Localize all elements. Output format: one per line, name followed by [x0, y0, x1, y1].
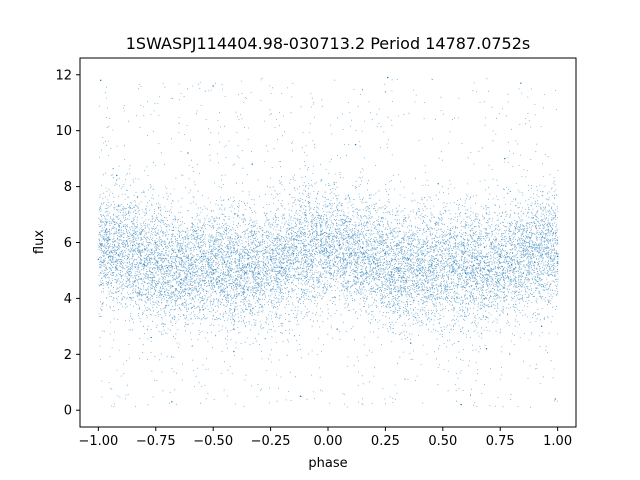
scatter-point	[504, 157, 506, 160]
scatter-point	[304, 261, 306, 263]
scatter-point	[246, 264, 249, 266]
x-tick-label: 0.75	[486, 434, 515, 449]
y-tick-label: 10	[55, 124, 72, 139]
scatter-point	[361, 247, 364, 249]
y-tick-label: 2	[64, 348, 72, 363]
scatter-point	[109, 239, 111, 241]
scatter-point	[453, 261, 455, 263]
scatter-point	[143, 264, 145, 266]
x-tick-label: −0.75	[136, 434, 176, 449]
scatter-point	[465, 272, 467, 274]
scatter-point	[120, 275, 123, 277]
chart-title: 1SWASPJ114404.98-030713.2 Period 14787.0…	[126, 34, 531, 53]
scatter-point	[116, 174, 118, 177]
scatter-point	[212, 85, 214, 87]
x-tick-label: −0.50	[193, 434, 233, 449]
scatter-point	[520, 82, 522, 84]
scatter-point	[233, 350, 235, 353]
scatter-point	[336, 328, 338, 330]
scatter-point	[409, 342, 412, 344]
scatter-point	[387, 76, 389, 79]
scatter-point	[442, 275, 444, 277]
scatter-point-cloud	[98, 77, 559, 408]
x-tick-label: −0.25	[251, 434, 291, 449]
scatter-point	[373, 261, 375, 263]
scatter-point	[419, 272, 421, 274]
x-tick-label: 0.00	[314, 434, 343, 449]
scatter-point	[327, 255, 329, 258]
scatter-point	[201, 255, 203, 258]
y-axis-label: flux	[32, 230, 47, 254]
scatter-point	[511, 264, 513, 266]
scatter-point	[533, 261, 536, 263]
scatter-point	[384, 252, 387, 255]
scatter-point	[522, 250, 524, 252]
scatter-point	[488, 269, 490, 272]
scatter-point	[485, 348, 488, 350]
y-tick-label: 4	[64, 292, 72, 307]
scatter-point	[258, 272, 260, 274]
scatter-point	[187, 152, 189, 154]
x-tick-label: −1.00	[78, 434, 118, 449]
scatter-point	[350, 252, 352, 255]
scatter-point	[540, 325, 543, 328]
scatter-point	[97, 258, 100, 260]
scatter-point	[338, 244, 341, 246]
scatter-point	[299, 395, 302, 397]
scatter-point	[437, 183, 439, 185]
scatter-point	[171, 401, 173, 403]
scatter-point	[178, 250, 180, 252]
scatter-point	[499, 255, 501, 258]
x-axis: −1.00 −0.75 −0.50 −0.25 0.00 0.25 0.50 0.75 1.00	[78, 427, 572, 449]
scatter-point	[315, 247, 318, 249]
scatter-point	[556, 255, 559, 258]
x-axis-label: phase	[308, 456, 347, 471]
scatter-point	[251, 163, 253, 165]
x-tick-label: 1.00	[543, 434, 572, 449]
scatter-point	[223, 261, 226, 263]
scatter-point	[99, 79, 102, 82]
scatter-point	[281, 266, 283, 269]
y-tick-label: 12	[55, 68, 72, 83]
scatter-point	[460, 403, 462, 406]
scatter-point	[354, 143, 357, 146]
scatter-point	[545, 247, 547, 249]
scatter-point	[407, 258, 410, 260]
scatter-point	[132, 244, 134, 246]
scatter-point	[269, 258, 272, 260]
y-tick-label: 0	[64, 404, 72, 419]
scatter-point	[235, 278, 237, 280]
scatter-point	[150, 336, 152, 339]
x-tick-label: 0.25	[371, 434, 400, 449]
y-axis: 0 2 4 6 8 10 12	[55, 68, 80, 419]
scatter-point	[212, 269, 214, 272]
y-tick-label: 6	[64, 236, 72, 251]
scatter-point	[554, 398, 557, 400]
scatter-point	[292, 252, 295, 255]
scatter-point	[189, 272, 191, 274]
x-tick-label: 0.50	[428, 434, 457, 449]
scatter-point	[166, 266, 168, 269]
scatter-point	[396, 266, 398, 269]
points-layer	[97, 76, 559, 408]
scatter-point	[155, 241, 157, 244]
y-tick-label: 8	[64, 180, 72, 195]
scatter-point	[476, 258, 478, 260]
scatter-point	[430, 264, 433, 266]
